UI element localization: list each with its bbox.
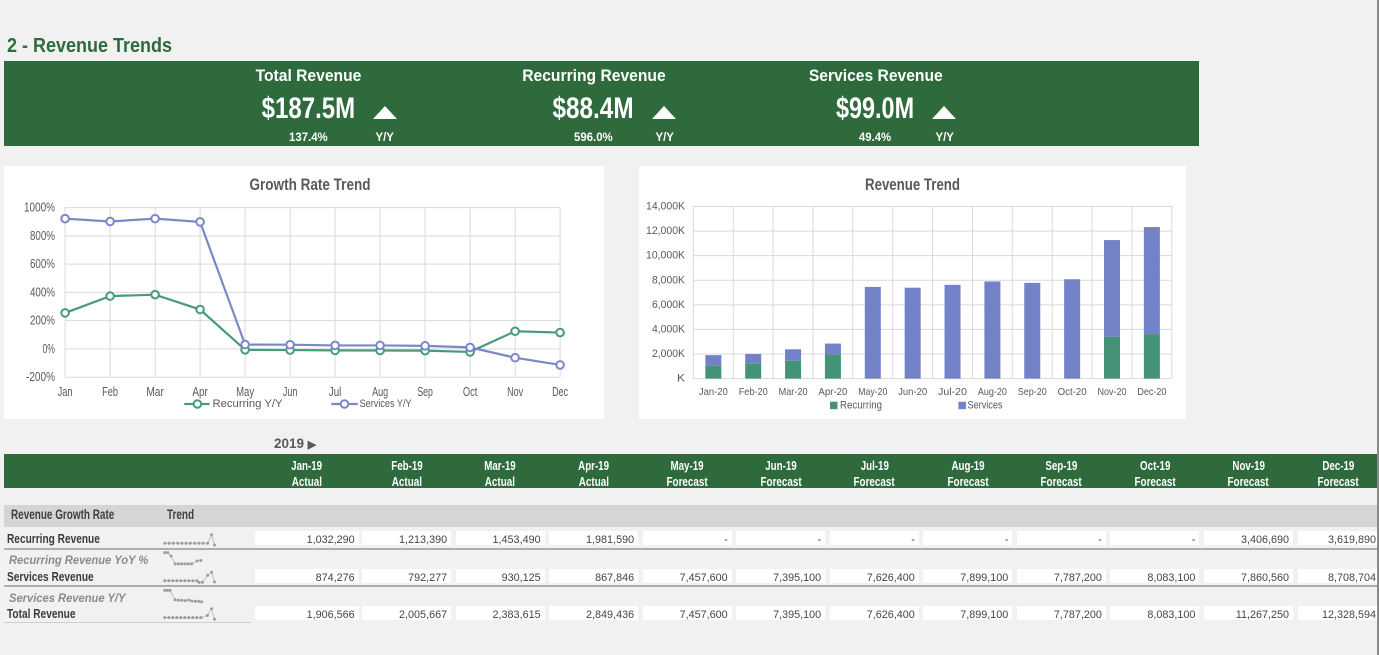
svg-text:Jun-20: Jun-20 (898, 386, 927, 398)
svg-text:May: May (236, 384, 254, 399)
svg-text:2,000K: 2,000K (652, 348, 686, 360)
svg-text:0%: 0% (43, 342, 56, 356)
svg-text:Jul: Jul (329, 384, 342, 399)
svg-text:-200%: -200% (26, 370, 55, 384)
svg-text:Mar-20: Mar-20 (779, 386, 808, 398)
svg-text:Dec: Dec (552, 384, 568, 399)
svg-text:Jul-20: Jul-20 (938, 386, 967, 398)
svg-text:Apr: Apr (192, 384, 208, 399)
svg-text:Jan: Jan (58, 384, 73, 399)
svg-text:Revenue Trend: Revenue Trend (865, 175, 960, 194)
svg-text:Growth Rate Trend: Growth Rate Trend (250, 175, 371, 194)
svg-text:400%: 400% (30, 285, 55, 299)
svg-text:Sep: Sep (417, 384, 433, 399)
svg-text:Dec-20: Dec-20 (1137, 386, 1166, 398)
svg-text:Feb-20: Feb-20 (739, 386, 768, 398)
svg-text:12,000K: 12,000K (646, 225, 686, 237)
svg-text:Jun: Jun (283, 384, 298, 399)
svg-text:Oct: Oct (463, 384, 478, 399)
svg-text:600%: 600% (30, 257, 55, 271)
svg-text:4,000K: 4,000K (652, 323, 686, 335)
svg-text:Mar: Mar (146, 384, 164, 399)
svg-text:Services: Services (968, 400, 1004, 412)
svg-text:Recurring: Recurring (840, 400, 882, 412)
svg-text:Jan-20: Jan-20 (699, 386, 728, 398)
svg-text:Services Y/Y: Services Y/Y (360, 398, 412, 410)
svg-text:6,000K: 6,000K (652, 299, 686, 311)
svg-text:Nov-20: Nov-20 (1098, 386, 1127, 398)
svg-text:K: K (677, 373, 686, 385)
svg-text:May-20: May-20 (858, 386, 887, 398)
svg-text:14,000K: 14,000K (646, 201, 686, 213)
svg-text:200%: 200% (30, 314, 55, 328)
svg-text:8,000K: 8,000K (652, 274, 686, 286)
svg-text:Feb: Feb (102, 384, 118, 399)
svg-text:10,000K: 10,000K (646, 250, 686, 262)
svg-text:Aug: Aug (372, 384, 388, 399)
svg-text:1000%: 1000% (24, 201, 55, 215)
svg-text:Oct-20: Oct-20 (1058, 386, 1087, 398)
svg-text:Recurring Y/Y: Recurring Y/Y (213, 398, 283, 410)
svg-text:800%: 800% (30, 229, 55, 243)
svg-text:Sep-20: Sep-20 (1018, 386, 1047, 398)
svg-text:Aug-20: Aug-20 (978, 386, 1007, 398)
svg-text:Nov: Nov (507, 384, 523, 399)
svg-text:Apr-20: Apr-20 (818, 386, 847, 398)
